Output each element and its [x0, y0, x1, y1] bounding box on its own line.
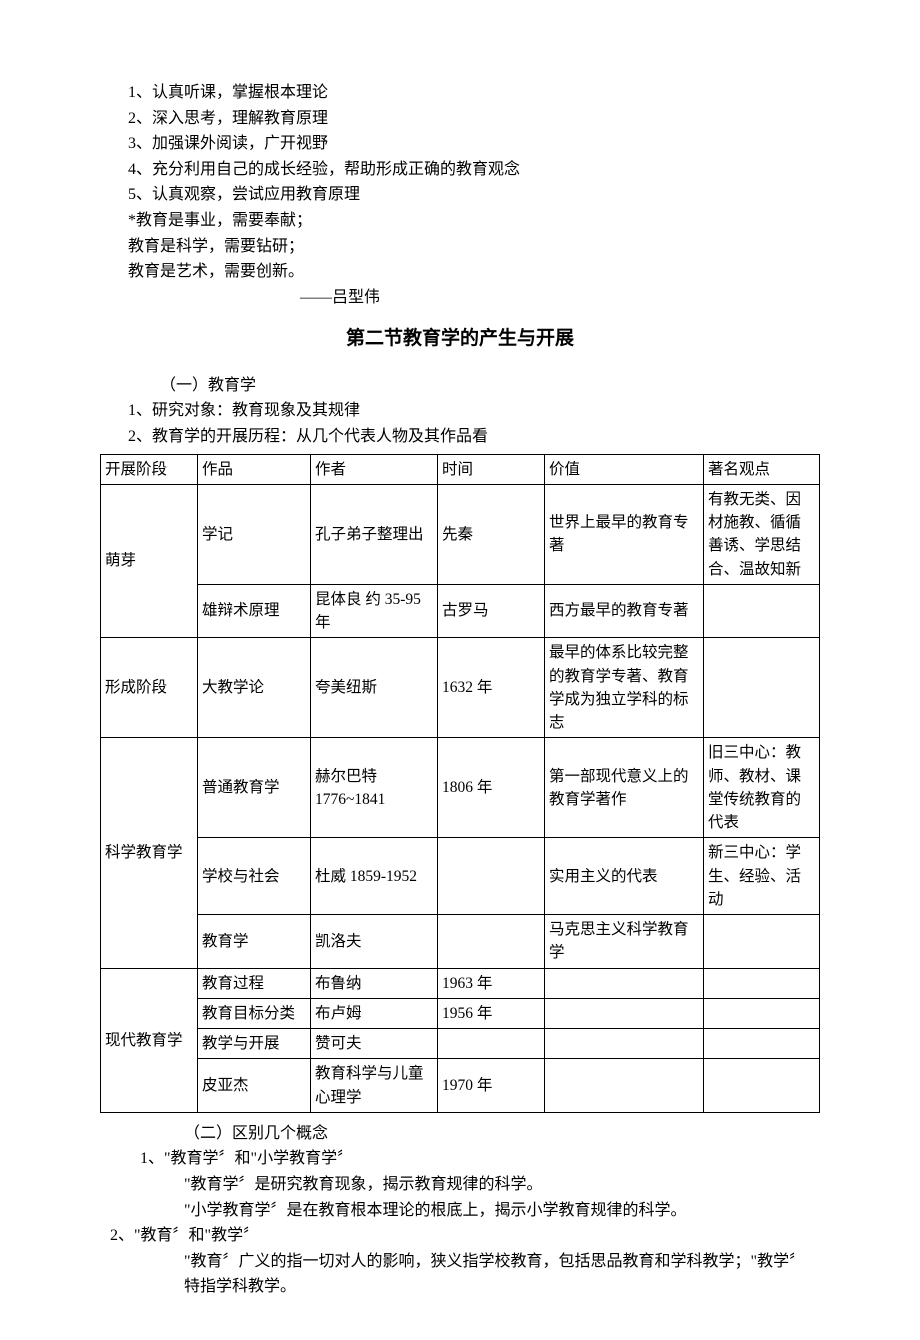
subsection-heading: （一）教育学: [100, 373, 820, 399]
cell-value: [545, 968, 704, 998]
quote-line: 教育是科学，需要钻研；: [100, 234, 820, 260]
cell-view: 新三中心：学生、经验、活动: [704, 838, 820, 915]
body-line: 1、研究对象：教育现象及其规律: [100, 398, 820, 424]
cell-author: 布卢姆: [311, 998, 438, 1028]
cell-author: 布鲁纳: [311, 968, 438, 998]
cell-author: 赫尔巴特 1776~1841: [311, 738, 438, 838]
th-time: 时间: [438, 454, 545, 484]
quote-line: 教育是艺术，需要创新。: [100, 259, 820, 285]
cell-value: 马克思主义科学教育学: [545, 915, 704, 969]
cell-work: 教育学: [198, 915, 311, 969]
cell-view: [704, 998, 820, 1028]
cell-author: 赞可夫: [311, 1029, 438, 1059]
table-header-row: 开展阶段 作品 作者 时间 价值 著名观点: [101, 454, 820, 484]
intro-item: 1、认真听课，掌握根本理论: [100, 80, 820, 106]
cell-time: 1970 年: [438, 1059, 545, 1113]
cell-time: 1632 年: [438, 638, 545, 738]
intro-item: 5、认真观察，尝试应用教育原理: [100, 182, 820, 208]
cell-value: 第一部现代意义上的教育学著作: [545, 738, 704, 838]
cell-time: 古罗马: [438, 584, 545, 638]
cell-stage: 科学教育学: [101, 738, 198, 968]
cell-time: 先秦: [438, 484, 545, 584]
th-author: 作者: [311, 454, 438, 484]
table-row: 皮亚杰 教育科学与儿童心理学 1970 年: [101, 1059, 820, 1113]
cell-view: [704, 584, 820, 638]
cell-stage: 形成阶段: [101, 638, 198, 738]
cell-view: [704, 638, 820, 738]
cell-view: [704, 1029, 820, 1059]
cell-author: 夸美纽斯: [311, 638, 438, 738]
cell-time: [438, 915, 545, 969]
cell-author: 孔子弟子整理出: [311, 484, 438, 584]
cell-author: 昆体良 约 35-95 年: [311, 584, 438, 638]
cell-value: 西方最早的教育专著: [545, 584, 704, 638]
th-stage: 开展阶段: [101, 454, 198, 484]
cell-view: 有教无类、因材施教、循循善诱、学思结合、温故知新: [704, 484, 820, 584]
section-title: 第二节教育学的产生与开展: [100, 324, 820, 354]
th-value: 价值: [545, 454, 704, 484]
cell-work: 学记: [198, 484, 311, 584]
body-line: "教育〞广义的指一切对人的影响，狭义指学校教育，包括思品教育和学科教学；"教学〞: [100, 1249, 820, 1275]
cell-value: [545, 998, 704, 1028]
subsection-heading: （二）区别几个概念: [100, 1121, 820, 1147]
cell-time: [438, 1029, 545, 1059]
concept-heading: 1、"教育学〞和"小学教育学〞: [100, 1146, 820, 1172]
table-row: 雄辩术原理 昆体良 约 35-95 年 古罗马 西方最早的教育专著: [101, 584, 820, 638]
th-work: 作品: [198, 454, 311, 484]
body-line: "教育学〞是研究教育现象，揭示教育规律的科学。: [100, 1172, 820, 1198]
quote-line: *教育是事业，需要奉献；: [100, 208, 820, 234]
quote-attribution: ——吕型伟: [100, 285, 820, 311]
cell-work: 教育目标分类: [198, 998, 311, 1028]
intro-item: 3、加强课外阅读，广开视野: [100, 131, 820, 157]
cell-work: 教育过程: [198, 968, 311, 998]
cell-time: 1806 年: [438, 738, 545, 838]
cell-view: [704, 915, 820, 969]
table-row: 学校与社会 杜威 1859-1952 实用主义的代表 新三中心：学生、经验、活动: [101, 838, 820, 915]
cell-value: 世界上最早的教育专著: [545, 484, 704, 584]
cell-author: 凯洛夫: [311, 915, 438, 969]
cell-work: 皮亚杰: [198, 1059, 311, 1113]
cell-value: 实用主义的代表: [545, 838, 704, 915]
cell-value: [545, 1029, 704, 1059]
body-line: 2、教育学的开展历程：从几个代表人物及其作品看: [100, 424, 820, 450]
history-table: 开展阶段 作品 作者 时间 价值 著名观点 萌芽 学记 孔子弟子整理出 先秦 世…: [100, 454, 820, 1113]
cell-value: [545, 1059, 704, 1113]
cell-time: 1956 年: [438, 998, 545, 1028]
cell-view: 旧三中心：教师、教材、课堂传统教育的代表: [704, 738, 820, 838]
table-row: 教育学 凯洛夫 马克思主义科学教育学: [101, 915, 820, 969]
cell-work: 学校与社会: [198, 838, 311, 915]
body-line: 特指学科教学。: [100, 1274, 820, 1300]
intro-item: 4、充分利用自己的成长经验，帮助形成正确的教育观念: [100, 157, 820, 183]
cell-work: 雄辩术原理: [198, 584, 311, 638]
cell-time: 1963 年: [438, 968, 545, 998]
cell-work: 普通教育学: [198, 738, 311, 838]
body-line: "小学教育学〞是在教育根本理论的根底上，揭示小学教育规律的科学。: [100, 1198, 820, 1224]
cell-value: 最早的体系比较完整的教育学专著、教育学成为独立学科的标志: [545, 638, 704, 738]
cell-work: 大教学论: [198, 638, 311, 738]
table-row: 科学教育学 普通教育学 赫尔巴特 1776~1841 1806 年 第一部现代意…: [101, 738, 820, 838]
cell-stage: 现代教育学: [101, 968, 198, 1112]
intro-item: 2、深入思考，理解教育原理: [100, 106, 820, 132]
table-row: 现代教育学 教育过程 布鲁纳 1963 年: [101, 968, 820, 998]
cell-work: 教学与开展: [198, 1029, 311, 1059]
cell-stage: 萌芽: [101, 484, 198, 638]
cell-time: [438, 838, 545, 915]
table-row: 形成阶段 大教学论 夸美纽斯 1632 年 最早的体系比较完整的教育学专著、教育…: [101, 638, 820, 738]
cell-view: [704, 1059, 820, 1113]
cell-view: [704, 968, 820, 998]
concept-heading: 2、"教育〞和"教学〞: [100, 1223, 820, 1249]
table-row: 教育目标分类 布卢姆 1956 年: [101, 998, 820, 1028]
table-row: 教学与开展 赞可夫: [101, 1029, 820, 1059]
th-view: 著名观点: [704, 454, 820, 484]
cell-author: 教育科学与儿童心理学: [311, 1059, 438, 1113]
cell-author: 杜威 1859-1952: [311, 838, 438, 915]
table-row: 萌芽 学记 孔子弟子整理出 先秦 世界上最早的教育专著 有教无类、因材施教、循循…: [101, 484, 820, 584]
